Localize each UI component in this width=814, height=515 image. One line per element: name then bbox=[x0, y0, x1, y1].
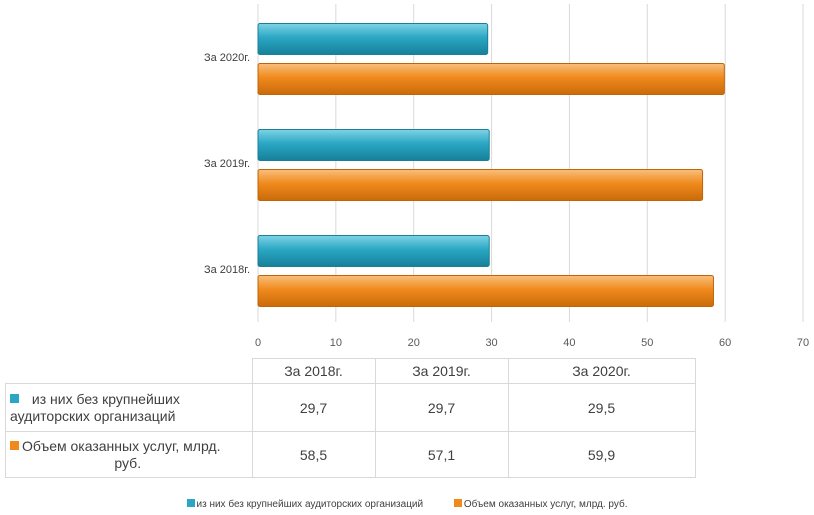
row-label-line2: руб. bbox=[114, 454, 142, 471]
table-cell: 29,7 bbox=[251, 383, 376, 432]
x-tick-label: 50 bbox=[641, 337, 653, 349]
table-row: из них без крупнейших аудиторских органи… bbox=[5, 383, 696, 432]
labels: 0 10 20 30 40 50 60 70 За 2018г. За 2019г. За 2020… bbox=[204, 52, 809, 349]
legend-swatch-orange bbox=[453, 499, 462, 507]
legend: из них без крупнейших аудиторских органи… bbox=[0, 499, 814, 510]
category-label: За 2018г. bbox=[204, 264, 250, 276]
x-tick-label: 40 bbox=[563, 337, 575, 349]
bar-blue bbox=[257, 23, 489, 55]
legend-swatch-blue bbox=[186, 499, 195, 507]
bar-chart: 0 10 20 30 40 50 60 70 За 2018г. За 2019г. За 2020… bbox=[204, 4, 809, 349]
table-col-header: За 2019г. bbox=[374, 358, 509, 384]
legend-item: Объем оказанных услуг, млрд. руб. bbox=[453, 499, 628, 510]
x-tick-label: 10 bbox=[330, 337, 342, 349]
legend-label: из них без крупнейших аудиторских органи… bbox=[196, 499, 424, 510]
bar-orange bbox=[257, 275, 714, 307]
table-cell: 29,5 bbox=[507, 383, 696, 432]
table-col-header: За 2018г. bbox=[251, 358, 376, 384]
gridlines bbox=[257, 4, 804, 322]
bar-blue bbox=[257, 235, 490, 267]
category-label: За 2020г. bbox=[204, 52, 250, 64]
category-label: За 2019г. bbox=[204, 158, 250, 170]
table-cell: 58,5 bbox=[251, 431, 376, 478]
legend-label: Объем оказанных услуг, млрд. руб. bbox=[463, 499, 628, 510]
row-label-line1: Объем оказанных услуг, млрд. bbox=[22, 437, 221, 454]
bars bbox=[257, 23, 725, 307]
x-tick-label: 0 bbox=[255, 337, 261, 349]
table-col-header: За 2020г. bbox=[507, 358, 696, 384]
x-tick-label: 70 bbox=[797, 337, 809, 349]
bar-orange bbox=[257, 63, 725, 95]
bar-blue bbox=[257, 129, 490, 161]
bar-orange bbox=[257, 169, 704, 201]
table-corner bbox=[5, 358, 253, 384]
x-tick-label: 20 bbox=[408, 337, 420, 349]
legend-item: из них без крупнейших аудиторских органи… bbox=[186, 499, 424, 510]
table-cell: 57,1 bbox=[374, 431, 509, 478]
x-tick-label: 60 bbox=[719, 337, 731, 349]
legend-swatch-blue bbox=[10, 393, 19, 403]
row-label-line1: из них без крупнейших bbox=[31, 390, 180, 407]
legend-swatch-orange bbox=[10, 440, 19, 450]
x-tick-label: 30 bbox=[485, 337, 497, 349]
table-row-header: Объем оказанных услуг, млрд. руб. bbox=[5, 431, 253, 478]
table-cell: 59,9 bbox=[507, 431, 696, 478]
table-row-header: из них без крупнейших аудиторских органи… bbox=[5, 383, 253, 432]
table-row: Объем оказанных услуг, млрд. руб. 58,5 5… bbox=[5, 431, 696, 478]
table-cell: 29,7 bbox=[374, 383, 509, 432]
data-table: За 2018г. За 2019г. За 2020г. из них без… bbox=[5, 358, 696, 478]
row-label-line2: аудиторских организаций bbox=[10, 407, 176, 424]
